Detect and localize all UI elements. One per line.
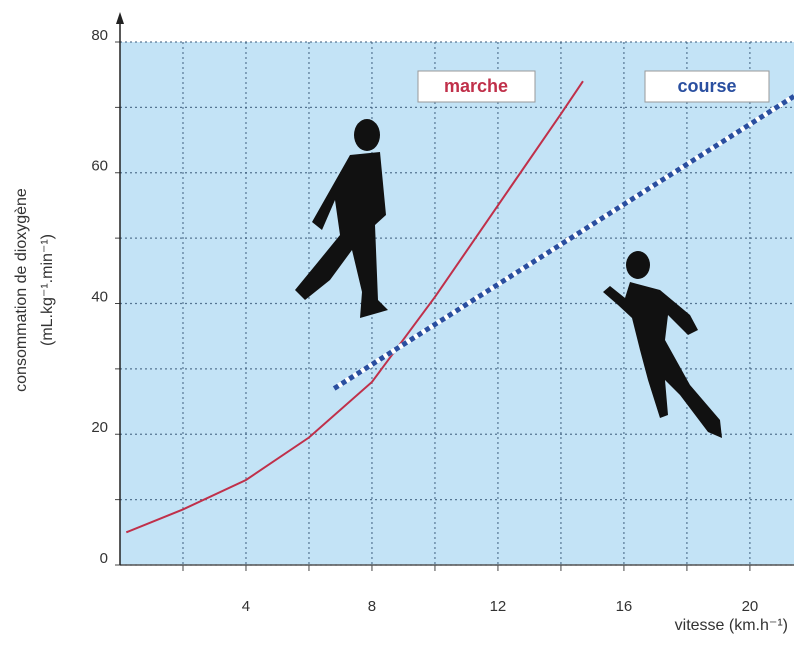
x-tick-label: 16 [616,598,633,615]
y-axis-unit: (mL.kg⁻¹.min⁻¹) [39,234,56,346]
x-tick-label: 4 [242,598,250,615]
y-tick-label: 0 [100,550,108,567]
page: {"chart_data":{"type":"line", "y_axis_la… [0,0,794,641]
y-tick-label: 80 [91,27,108,44]
chart: marche course consommation de dioxygène … [0,0,794,641]
x-tick-label: 20 [742,598,759,615]
x-tick-label: 8 [368,598,376,615]
legend-label: marche [444,76,508,96]
y-tick-label: 60 [91,158,108,175]
legend-label: course [677,76,736,96]
x-tick-label: 12 [490,598,507,615]
y-tick-label: 20 [91,419,108,436]
x-axis-label: vitesse (km.h⁻¹) [675,617,788,634]
y-tick-label: 40 [91,288,108,305]
y-axis-label: consommation de dioxygène [13,188,30,392]
y-axis-arrow [116,12,124,24]
